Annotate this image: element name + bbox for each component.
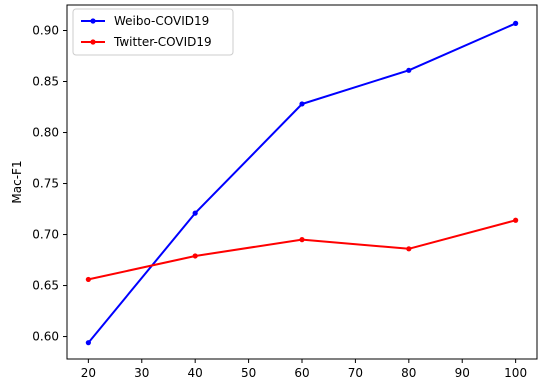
x-tick-label: 60 (294, 366, 309, 380)
data-point-weibo-covid19 (513, 20, 519, 26)
x-tick-label: 40 (188, 366, 203, 380)
x-axis: 20 30 40 50 60 70 80 90 100 (81, 359, 527, 380)
legend-marker-twitter (90, 39, 96, 45)
legend-marker-weibo (90, 18, 96, 24)
y-tick-label: 0.70 (32, 228, 59, 242)
legend: Weibo-COVID19 Twitter-COVID19 (72, 8, 234, 56)
legend-label-twitter: Twitter-COVID19 (113, 35, 212, 49)
y-axis-label: Mac-F1 (10, 160, 24, 203)
data-point-weibo-covid19 (299, 101, 305, 107)
data-point-weibo-covid19 (406, 67, 412, 73)
y-tick-label: 0.80 (32, 126, 59, 140)
plot-area (66, 4, 538, 360)
data-point-weibo-covid19 (192, 210, 198, 216)
series-layer (85, 20, 519, 346)
data-point-twitter-covid19 (299, 237, 305, 243)
y-tick-label: 0.75 (32, 177, 59, 191)
x-tick-label: 50 (241, 366, 256, 380)
data-point-twitter-covid19 (513, 217, 519, 223)
y-tick-label: 0.65 (32, 279, 59, 293)
data-point-twitter-covid19 (406, 246, 412, 252)
x-tick-label: 30 (134, 366, 149, 380)
data-point-twitter-covid19 (85, 276, 91, 283)
legend-box (72, 8, 234, 56)
data-point-twitter-covid19 (192, 253, 198, 259)
legend-label-weibo: Weibo-COVID19 (114, 14, 209, 28)
x-tick-label: 20 (81, 366, 96, 380)
y-tick-label: 0.60 (32, 330, 59, 344)
data-point-weibo-covid19 (85, 340, 91, 346)
y-tick-label: 0.90 (32, 24, 59, 38)
y-tick-label: 0.85 (32, 75, 59, 89)
x-tick-label: 90 (455, 366, 470, 380)
y-axis: 0.60 0.65 0.70 0.75 0.80 0.85 0.90 (32, 24, 67, 344)
x-tick-label: 80 (401, 366, 416, 380)
x-tick-label: 100 (504, 366, 527, 380)
x-tick-label: 70 (348, 366, 363, 380)
